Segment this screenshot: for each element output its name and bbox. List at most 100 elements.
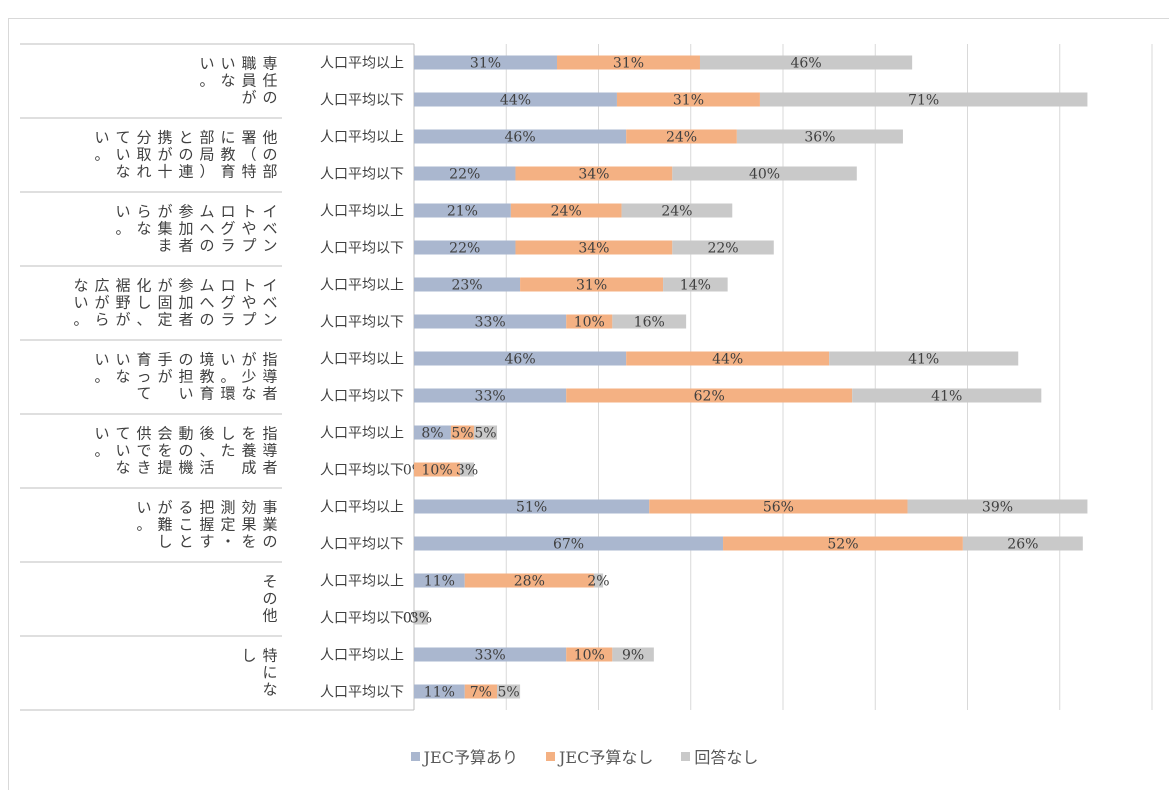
bar-segment (414, 610, 428, 625)
group-label-column: ムへの (199, 203, 214, 255)
data-label: 46% (791, 56, 822, 72)
data-label: 24% (551, 204, 582, 220)
data-label: 44% (500, 93, 531, 109)
group-label-column: の担い (178, 351, 193, 403)
group-label-column: 特にな (262, 647, 277, 699)
row-label: 人口平均以上 (320, 130, 404, 146)
data-label: 41% (908, 352, 939, 368)
data-label: 24% (666, 130, 697, 146)
bar-segment (414, 573, 465, 588)
data-label: 5% (451, 426, 473, 442)
group-label-column: い。 (136, 499, 151, 534)
row-label: 人口平均以下 (320, 241, 404, 257)
data-label: 28% (514, 574, 545, 590)
row-label: 人口平均以上 (320, 352, 404, 368)
data-label: 36% (804, 130, 835, 146)
bar-segment (414, 92, 617, 107)
bar-segment (593, 573, 604, 588)
data-label: 7% (470, 685, 492, 701)
bar-segment (515, 166, 673, 181)
data-label: 52% (827, 537, 858, 553)
group-label-column: 化し、 (136, 277, 151, 329)
group-label-column: イベン (262, 277, 277, 329)
data-label: 5% (474, 426, 496, 442)
bar-segment (460, 462, 474, 477)
group-label-column: 専任の (262, 55, 277, 107)
bar-segment (672, 166, 857, 181)
bar-segment (736, 129, 903, 144)
group-label-column: 測定・ (220, 499, 235, 551)
bar-segment (414, 129, 627, 144)
legend-label: JEC予算あり (423, 748, 518, 767)
group-label-column: 広がら (94, 277, 109, 329)
bar-segment (621, 203, 733, 218)
group-label-column: した (220, 425, 235, 460)
row-label: 人口平均以上 (320, 648, 404, 664)
data-label: 8% (421, 426, 443, 442)
group-label-column: 分取れ (136, 129, 151, 181)
group-label-column: ムへの (199, 277, 214, 329)
group-label-column: い。 (199, 55, 214, 90)
bar-segment (510, 203, 622, 218)
data-label: 3% (456, 463, 478, 479)
group-label-column: 把握す (199, 499, 214, 551)
group-label-column: し (241, 647, 256, 665)
data-label: 26% (1007, 537, 1038, 553)
legend-item: JEC予算なし (545, 744, 654, 768)
bar-segment (612, 647, 654, 662)
group-label-column: 供でき (136, 425, 151, 477)
group-label-column: 効果を (241, 499, 256, 551)
row-label: 人口平均以上 (320, 500, 404, 516)
group-label-column: その他 (262, 573, 277, 625)
group-label-column: が難し (157, 499, 172, 551)
row-label: 人口平均以上 (320, 204, 404, 220)
data-label: 11% (424, 574, 455, 590)
bar-segment (649, 499, 908, 514)
bar-segment (672, 240, 774, 255)
group-label-column: 参加者 (178, 203, 193, 255)
row-label: 人口平均以下 (320, 389, 404, 405)
data-label: 22% (449, 241, 480, 257)
bar-segment (414, 314, 567, 329)
bar-segment (414, 499, 650, 514)
bar-segment (414, 351, 627, 366)
group-label-column: 部局） (199, 129, 214, 181)
bar-segment (473, 425, 498, 440)
data-label: 31% (673, 93, 704, 109)
group-label-column: イベン (262, 203, 277, 255)
data-label: 24% (661, 204, 692, 220)
data-label: 67% (553, 537, 584, 553)
group-label-column: 会を提 (157, 425, 172, 477)
group-label-column: いな (220, 55, 235, 90)
chart-frame (8, 18, 1169, 790)
data-label: 62% (694, 389, 725, 405)
group-label-column: 携が十 (157, 129, 172, 181)
group-label-column: 裾野が (115, 277, 130, 329)
group-label-column: ること (178, 499, 193, 551)
chart-legend: JEC予算あり JEC予算なし 回答なし (0, 744, 1169, 768)
data-label: 51% (516, 500, 547, 516)
row-label: 人口平均以上 (320, 574, 404, 590)
bar-segment (414, 684, 465, 699)
row-label: 人口平均以下 (320, 315, 404, 331)
bar-segment (464, 684, 498, 699)
group-label-column: 参加者 (178, 277, 193, 329)
legend-item: 回答なし (681, 744, 758, 768)
data-label: 56% (763, 500, 794, 516)
group-label-column: いな (115, 351, 130, 386)
group-label-column: 境教育 (199, 351, 214, 403)
data-label: 41% (931, 389, 962, 405)
group-label-column: い。 (115, 203, 130, 238)
data-label: 31% (576, 278, 607, 294)
legend-label: JEC予算なし (558, 748, 654, 767)
group-label-column: らな (136, 203, 151, 238)
data-label: 5% (497, 685, 519, 701)
data-label: 3% (410, 611, 432, 627)
row-label: 人口平均以下 (320, 611, 404, 627)
bar-segment (520, 277, 664, 292)
group-label-column: トやプ (241, 203, 256, 255)
bar-segment (616, 92, 760, 107)
group-label-column: 指導者 (262, 425, 277, 477)
row-label: 人口平均以上 (320, 426, 404, 442)
